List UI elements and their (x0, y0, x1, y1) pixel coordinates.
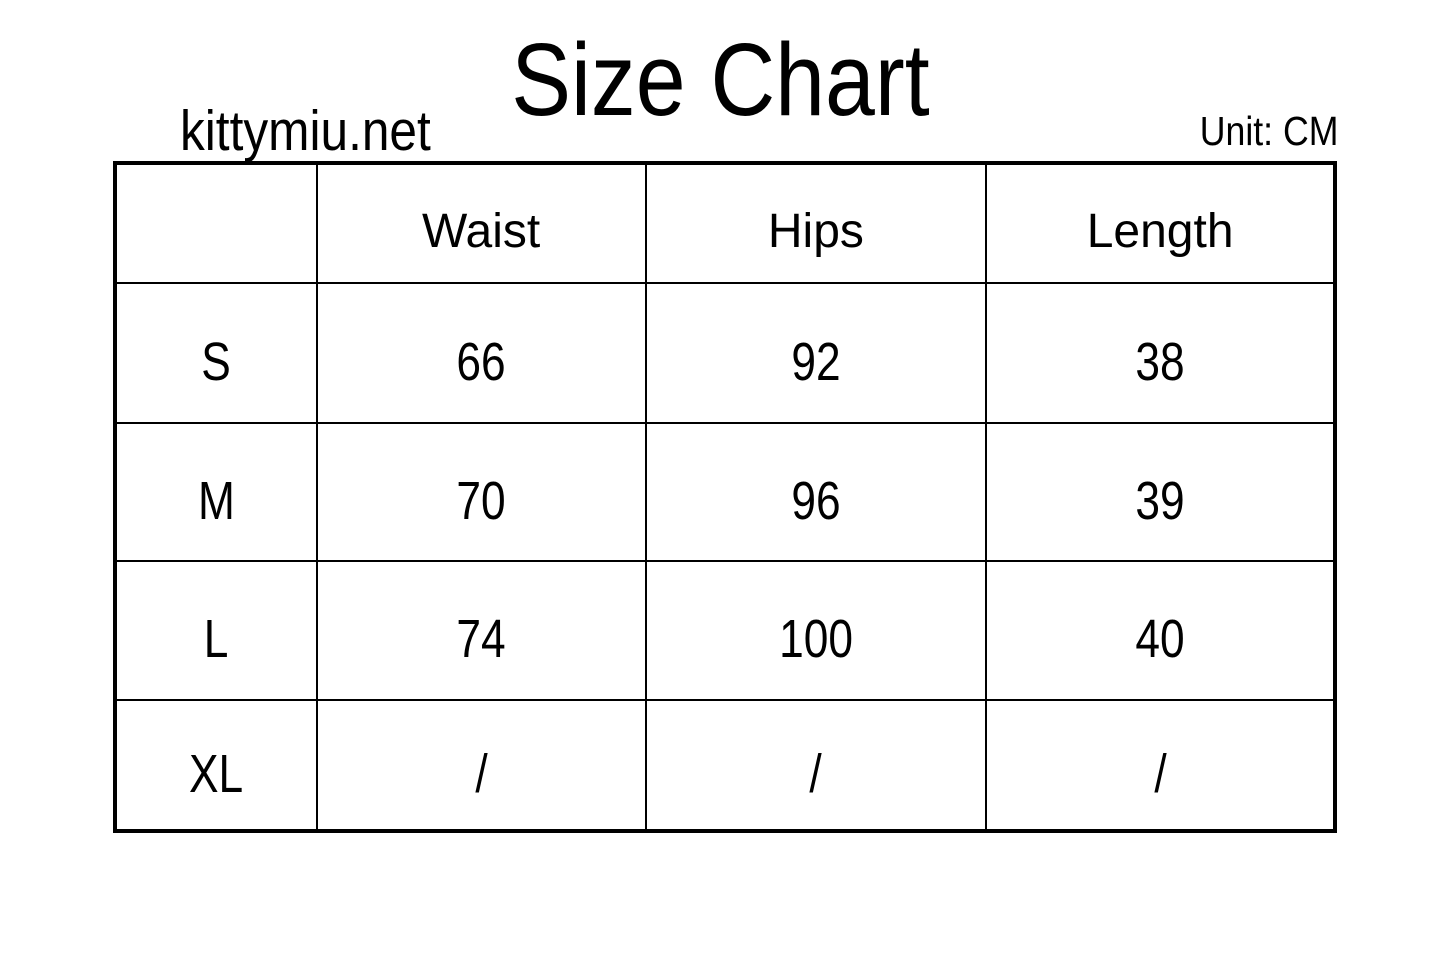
cell-l-length: 40 (987, 562, 1333, 701)
header-cell-blank (117, 165, 318, 284)
row-label-s-text: S (201, 331, 232, 392)
cell-l-hips: 100 (646, 562, 988, 701)
header-cell-length: Length (987, 165, 1333, 284)
watermark: kittymiu.net (180, 103, 468, 160)
cell-m-waist: 70 (317, 423, 647, 563)
cell-l-hips-text: 100 (778, 609, 853, 670)
cell-s-waist-text: 66 (456, 331, 506, 392)
page-title-text: Size Chart (510, 22, 930, 137)
cell-m-hips-text: 96 (791, 471, 841, 532)
unit-label-text: Unit: CM (1199, 108, 1338, 154)
cell-s-waist: 66 (317, 283, 647, 424)
cell-m-length-text: 39 (1135, 471, 1185, 532)
cell-m-length: 39 (987, 424, 1333, 563)
row-label-xl: XL (117, 700, 318, 829)
header-cell-length-text: Length (1086, 205, 1234, 259)
row-label-l-text: L (204, 609, 229, 670)
cell-s-length: 38 (987, 284, 1333, 424)
watermark-text: kittymiu.net (180, 99, 431, 163)
cell-xl-length: / (987, 701, 1333, 829)
row-label-m-text: M (197, 471, 235, 532)
header-cell-hips: Hips (646, 165, 988, 284)
cell-s-length-text: 38 (1135, 331, 1185, 392)
row-label-s: S (117, 283, 318, 424)
cell-m-waist-text: 70 (456, 471, 506, 532)
cell-l-waist: 74 (317, 562, 647, 701)
cell-m-hips: 96 (646, 423, 988, 563)
unit-label: Unit: CM (1179, 111, 1338, 152)
cell-xl-waist: / (318, 700, 647, 829)
row-label-l: L (117, 562, 318, 701)
header-cell-waist-text: Waist (421, 205, 541, 259)
size-table: Waist Hips Length S 66 92 38 M 70 96 (113, 161, 1337, 833)
row-label-m: M (117, 423, 318, 563)
cell-xl-hips-text: / (809, 743, 823, 804)
cell-xl-length-text: / (1153, 743, 1167, 804)
header-cell-waist: Waist (317, 165, 647, 284)
cell-l-length-text: 40 (1135, 609, 1185, 670)
cell-l-waist-text: 74 (456, 609, 506, 670)
page-title: Size Chart (0, 28, 1440, 131)
cell-s-hips: 92 (646, 283, 988, 424)
cell-xl-waist-text: / (474, 743, 488, 804)
row-label-xl-text: XL (189, 743, 244, 804)
header-cell-hips-text: Hips (767, 205, 864, 259)
cell-s-hips-text: 92 (791, 331, 841, 392)
cell-xl-hips: / (647, 700, 988, 829)
